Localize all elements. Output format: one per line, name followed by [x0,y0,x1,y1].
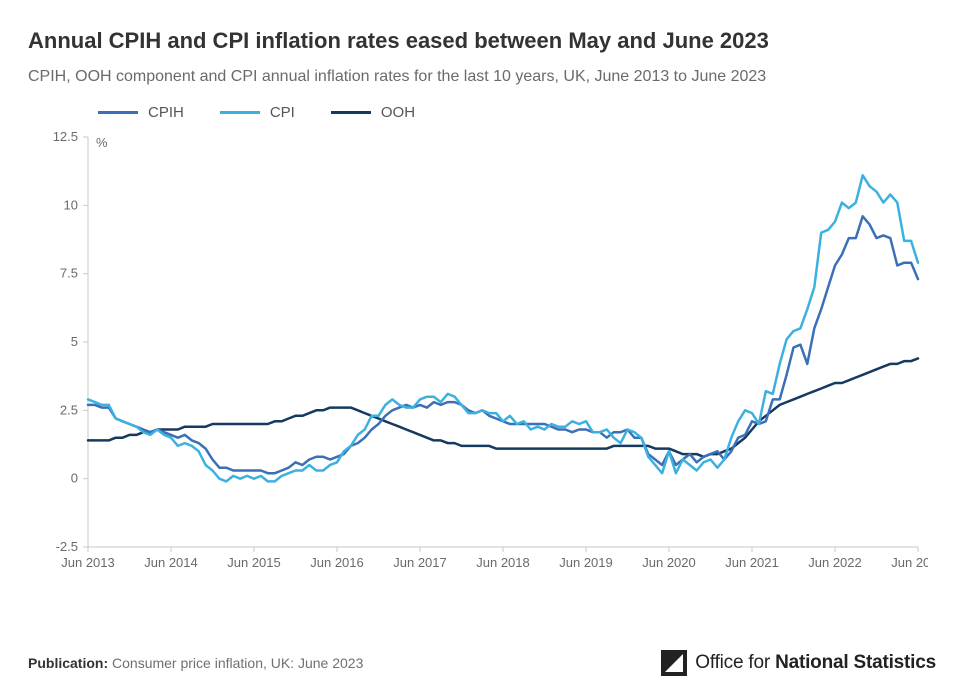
legend-swatch-cpih [98,111,138,114]
ons-logo-bold: National Statistics [775,652,936,673]
legend-swatch-cpi [220,111,260,114]
svg-text:Jun 2016: Jun 2016 [310,555,364,570]
ons-logo-prefix: Office for [695,652,770,673]
svg-text:Jun 2015: Jun 2015 [227,555,281,570]
chart-title: Annual CPIH and CPI inflation rates ease… [28,28,936,54]
svg-text:0: 0 [71,471,78,486]
svg-text:Jun 2017: Jun 2017 [393,555,447,570]
svg-text:10: 10 [64,197,78,212]
legend-item-cpih: CPIH [98,104,184,121]
svg-text:Jun 2023: Jun 2023 [891,555,928,570]
legend-label-cpih: CPIH [148,104,184,121]
svg-text:5: 5 [71,334,78,349]
svg-text:-2.5: -2.5 [56,539,78,554]
publication-line: Publication: Consumer price inflation, U… [28,655,363,671]
ons-logo-text: Office for National Statistics [695,652,936,674]
chart-subtitle: CPIH, OOH component and CPI annual infla… [28,68,936,86]
svg-text:Jun 2022: Jun 2022 [808,555,862,570]
line-chart-svg: -2.5 0 2.5 5 7.5 10 12.5 Jun 2013 Jun 2014 Jun 20… [28,127,928,587]
svg-text:Jun 2018: Jun 2018 [476,555,530,570]
legend-item-ooh: OOH [331,104,415,121]
chart-footer: Publication: Consumer price inflation, U… [28,650,936,676]
legend-swatch-ooh [331,111,371,114]
ons-logo-icon [661,650,687,676]
legend-label-ooh: OOH [381,104,415,121]
chart-legend: CPIH CPI OOH [98,104,936,121]
svg-text:7.5: 7.5 [60,266,78,281]
chart-plot-area: -2.5 0 2.5 5 7.5 10 12.5 Jun 2013 Jun 2014 Jun 20… [28,127,928,587]
svg-text:2.5: 2.5 [60,402,78,417]
publication-label: Publication: [28,655,108,671]
svg-text:Jun 2014: Jun 2014 [144,555,198,570]
chart-page: Annual CPIH and CPI inflation rates ease… [0,0,960,698]
svg-text:%: % [96,135,108,150]
svg-text:Jun 2013: Jun 2013 [61,555,115,570]
svg-text:12.5: 12.5 [53,129,78,144]
legend-label-cpi: CPI [270,104,295,121]
svg-text:Jun 2019: Jun 2019 [559,555,613,570]
svg-text:Jun 2020: Jun 2020 [642,555,696,570]
legend-item-cpi: CPI [220,104,295,121]
publication-value: Consumer price inflation, UK: June 2023 [112,655,363,671]
ons-logo: Office for National Statistics [661,650,936,676]
svg-text:Jun 2021: Jun 2021 [725,555,779,570]
